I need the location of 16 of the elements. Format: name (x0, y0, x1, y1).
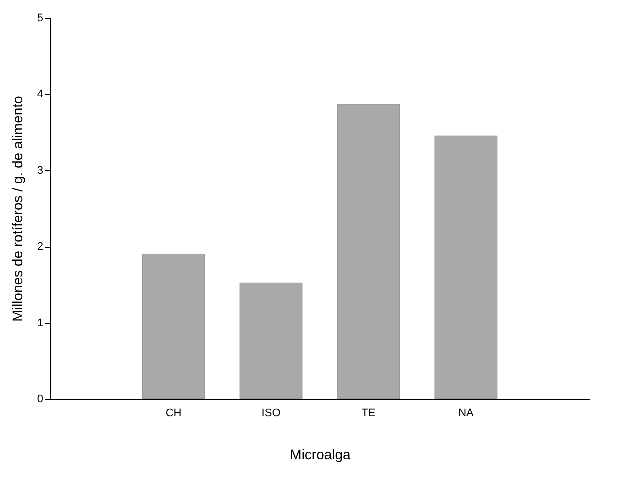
x-tick-label: ISO (262, 408, 282, 420)
y-tick-label: 3 (37, 164, 44, 177)
y-tick-label: 2 (37, 241, 44, 254)
bar (142, 254, 206, 400)
x-tick-label: CH (166, 408, 182, 420)
bar (434, 136, 498, 400)
bar (337, 104, 400, 400)
x-tick-label: NA (458, 408, 475, 420)
x-axis-title: Microalga (290, 446, 352, 462)
y-axis-title: Millones de rotíferos / g. de alimento (9, 96, 26, 322)
y-tick-label: 4 (37, 88, 44, 101)
x-tick-label: TE (362, 408, 376, 420)
y-tick-label: 5 (37, 12, 44, 24)
y-tick-label: 1 (37, 317, 44, 330)
y-tick-label: 0 (37, 394, 44, 406)
bar (240, 282, 303, 400)
